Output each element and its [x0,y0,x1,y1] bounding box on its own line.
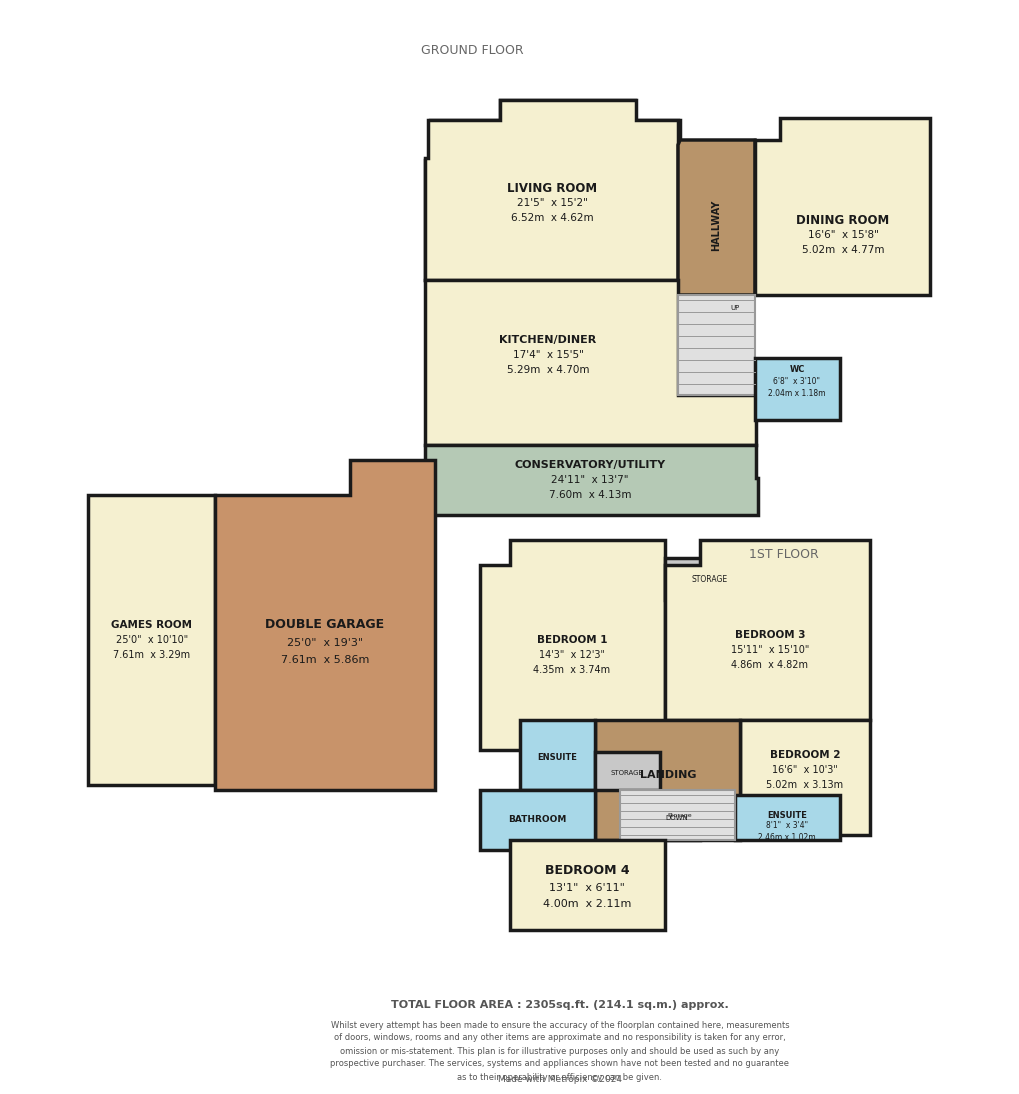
Text: 8'1"  x 3'4": 8'1" x 3'4" [765,822,807,830]
Text: LIVING ROOM: LIVING ROOM [506,182,596,195]
Text: 15'11"  x 15'10": 15'11" x 15'10" [730,645,808,655]
Text: CONSERVATORY/UTILITY: CONSERVATORY/UTILITY [514,459,665,470]
Text: WC: WC [789,365,804,374]
Polygon shape [754,118,929,295]
Text: UP: UP [730,305,739,311]
Polygon shape [678,140,754,295]
Text: ENSUITE: ENSUITE [766,811,806,819]
Polygon shape [620,790,735,840]
Text: 16'6"  x 15'8": 16'6" x 15'8" [807,230,877,240]
Polygon shape [480,540,664,750]
Bar [88,494,215,785]
Polygon shape [425,100,680,280]
Bar [739,720,869,835]
Text: DOWN: DOWN [665,815,688,820]
Text: STORAGE: STORAGE [610,770,643,776]
Text: omission or mis-statement. This plan is for illustrative purposes only and shoul: omission or mis-statement. This plan is … [340,1047,779,1056]
Text: 2.46m x 1.02m: 2.46m x 1.02m [757,833,815,841]
Text: 24'11"  x 13'7": 24'11" x 13'7" [550,475,628,485]
Text: 1ST FLOOR: 1ST FLOOR [748,547,818,560]
Text: BEDROOM 3: BEDROOM 3 [734,630,804,640]
Text: Storage: Storage [667,813,692,817]
Bar [510,840,664,930]
Text: Made with Metropix ©2024: Made with Metropix ©2024 [497,1075,622,1084]
Bar [594,752,659,790]
Text: TOTAL FLOOR AREA : 2305sq.ft. (214.1 sq.m.) approx.: TOTAL FLOOR AREA : 2305sq.ft. (214.1 sq.… [390,1000,729,1010]
Bar [520,720,594,790]
Text: Whilst every attempt has been made to ensure the accuracy of the floorplan conta: Whilst every attempt has been made to en… [330,1021,789,1029]
Text: BEDROOM 4: BEDROOM 4 [544,863,629,876]
Text: 7.61m  x 3.29m: 7.61m x 3.29m [113,650,191,660]
Text: 4.35m  x 3.74m: 4.35m x 3.74m [533,665,610,675]
Text: 16'6"  x 10'3": 16'6" x 10'3" [771,765,838,775]
Text: LANDING: LANDING [639,770,696,780]
Text: GROUND FLOOR: GROUND FLOOR [420,44,523,57]
Text: GAMES ROOM: GAMES ROOM [111,620,193,630]
Text: prospective purchaser. The services, systems and appliances shown have not been : prospective purchaser. The services, sys… [330,1059,789,1069]
Text: 7.61m  x 5.86m: 7.61m x 5.86m [280,655,369,665]
Text: 5.02m  x 4.77m: 5.02m x 4.77m [801,245,883,255]
Text: 4.86m  x 4.82m: 4.86m x 4.82m [731,660,808,670]
Text: 6.52m  x 4.62m: 6.52m x 4.62m [511,213,593,223]
Bar [659,795,699,840]
Text: of doors, windows, rooms and any other items are approximate and no responsibili: of doors, windows, rooms and any other i… [334,1034,785,1043]
Polygon shape [594,720,739,840]
Text: STORAGE: STORAGE [691,575,728,584]
Polygon shape [425,445,757,515]
Text: 2.04m x 1.18m: 2.04m x 1.18m [767,388,825,397]
Polygon shape [664,540,869,720]
Bar [735,795,840,840]
Text: HALLWAY: HALLWAY [710,199,720,251]
Text: 5.29m  x 4.70m: 5.29m x 4.70m [506,365,589,375]
Text: as to their operability or efficiency can be given.: as to their operability or efficiency ca… [458,1072,662,1082]
Text: 14'3"  x 12'3": 14'3" x 12'3" [538,650,604,660]
Text: 25'0"  x 19'3": 25'0" x 19'3" [286,638,363,648]
Text: 4.00m  x 2.11m: 4.00m x 2.11m [542,899,631,909]
Text: BEDROOM 2: BEDROOM 2 [769,750,840,760]
Text: DINING ROOM: DINING ROOM [796,213,889,226]
Polygon shape [425,100,678,280]
Text: 21'5"  x 15'2": 21'5" x 15'2" [516,198,587,208]
Text: ENSUITE: ENSUITE [537,753,577,761]
Text: BEDROOM 1: BEDROOM 1 [536,635,606,645]
Text: DOUBLE GARAGE: DOUBLE GARAGE [265,618,384,631]
Text: 7.60m  x 4.13m: 7.60m x 4.13m [548,490,631,500]
Text: 6'8"  x 3'10": 6'8" x 3'10" [772,377,819,386]
Polygon shape [678,295,754,395]
Bar [664,558,754,600]
Bar [754,358,840,420]
Polygon shape [215,459,434,790]
Text: 17'4"  x 15'5": 17'4" x 15'5" [513,350,583,360]
Text: KITCHEN/DINER: KITCHEN/DINER [499,335,596,345]
Bar [480,790,594,850]
Text: BATHROOM: BATHROOM [507,815,566,825]
Text: 5.02m  x 3.13m: 5.02m x 3.13m [765,780,843,790]
Text: 25'0"  x 10'10": 25'0" x 10'10" [116,635,187,645]
Text: 13'1"  x 6'11": 13'1" x 6'11" [548,883,625,893]
Polygon shape [425,280,755,445]
